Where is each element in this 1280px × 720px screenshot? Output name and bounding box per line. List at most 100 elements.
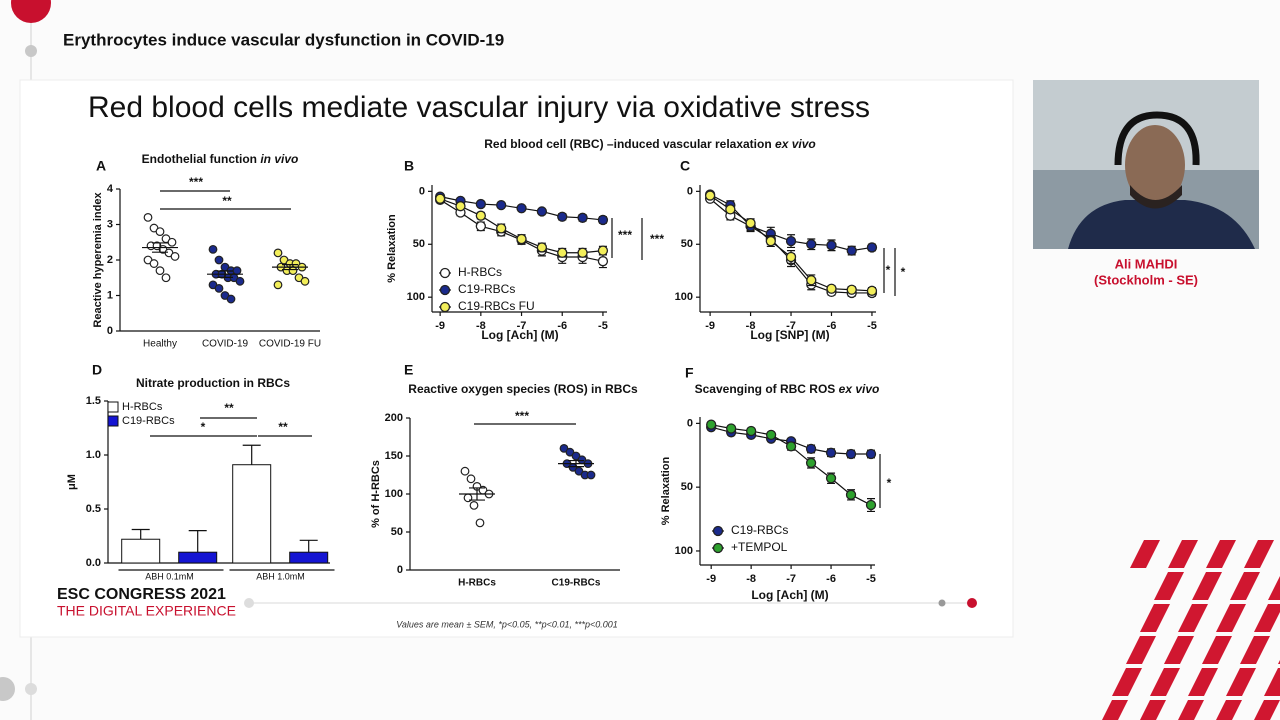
x-tick-label: -9 <box>435 320 445 332</box>
deco-shape <box>1192 572 1222 600</box>
significance: * <box>887 476 892 490</box>
legend-marker <box>439 284 451 296</box>
data-point <box>536 242 548 253</box>
deco-shape <box>1240 636 1270 664</box>
y-tick-label: 100 <box>675 291 693 303</box>
y-tick-label: 100 <box>675 545 693 557</box>
data-point <box>149 259 159 268</box>
data-point <box>806 275 817 286</box>
significance: ** <box>222 194 232 208</box>
bar <box>232 464 272 564</box>
deco-shape <box>1268 576 1280 600</box>
data-point <box>170 252 180 261</box>
deco-shape <box>1202 636 1232 664</box>
x-tick-label: -9 <box>705 320 715 332</box>
data-point <box>825 473 837 484</box>
y-axis-label: Reactive hyperemia index <box>92 192 104 328</box>
x-tick-label: C19-RBCs <box>552 578 601 589</box>
data-point <box>586 470 596 480</box>
data-point <box>865 499 877 511</box>
section-title-em: ex vivo <box>775 137 816 151</box>
data-point <box>155 266 165 276</box>
chart-title-text: Nitrate production in RBCs <box>136 376 290 390</box>
deco-shape <box>1178 700 1204 720</box>
data-point <box>805 457 817 469</box>
deco-shape <box>1164 636 1194 664</box>
sem-bar <box>217 270 233 278</box>
x-tick-label: H-RBCs <box>458 578 496 589</box>
data-point <box>469 501 479 510</box>
x-tick-label: -8 <box>746 573 756 585</box>
data-point <box>155 227 165 237</box>
data-point <box>214 284 224 293</box>
deco-shape <box>1230 572 1260 600</box>
data-point <box>765 235 776 247</box>
x-tick-label: -7 <box>786 320 796 332</box>
legend-label: C19-RBCs FU <box>458 299 535 313</box>
x-tick-label: Healthy <box>143 339 177 350</box>
data-point <box>706 419 717 430</box>
deco-shape <box>1254 604 1280 632</box>
data-point <box>475 210 486 221</box>
data-point <box>785 251 797 263</box>
y-tick-label: 1.0 <box>86 449 101 461</box>
logo-line2: THE DIGITAL EXPERIENCE <box>57 603 236 619</box>
bar <box>178 551 218 564</box>
x-axis-label: Log [Ach] (M) <box>481 328 558 342</box>
data-point <box>785 235 797 247</box>
chart-title: Scavenging of RBC ROS ex vivo <box>695 382 880 396</box>
deco-shape <box>1254 700 1280 720</box>
y-tick-label: 200 <box>385 412 403 424</box>
panel-letter: A <box>96 158 106 174</box>
nav-dot <box>25 45 37 57</box>
deco-shape <box>1244 540 1274 568</box>
data-point <box>214 255 224 265</box>
deco-shape <box>1206 540 1236 568</box>
y-tick-label: 0 <box>397 564 403 576</box>
data-point <box>597 256 609 267</box>
decoration <box>1102 540 1280 720</box>
deco-shape <box>1140 604 1170 632</box>
speaker-location: (Stockholm - SE) <box>1094 272 1198 287</box>
chart-title: Endothelial function in vivo <box>142 152 299 166</box>
chart-title-em: ex vivo <box>839 382 880 396</box>
data-point <box>460 466 470 476</box>
section-title: Red blood cell (RBC) –induced vascular r… <box>484 137 815 151</box>
sem-bar <box>469 487 485 501</box>
error-bar <box>188 530 207 553</box>
y-tick-label: 100 <box>407 291 425 303</box>
legend-label: H-RBCs <box>458 265 502 279</box>
data-point <box>866 285 878 296</box>
chart-title: Reactive oxygen species (ROS) in RBCs <box>408 382 638 396</box>
x-tick-label: ABH 1.0mM <box>256 571 305 581</box>
slide <box>19 79 1014 638</box>
data-point <box>725 204 736 215</box>
x-tick-label: -7 <box>517 320 527 332</box>
deco-shape <box>1130 540 1160 568</box>
chart-title-em: in vivo <box>260 152 298 166</box>
sem-bar <box>282 264 298 271</box>
chart-title-text: Endothelial function <box>142 152 257 166</box>
y-tick-label: 100 <box>385 488 403 500</box>
data-point <box>167 237 177 247</box>
significance: *** <box>618 228 632 242</box>
y-tick-label: 1.5 <box>86 395 101 407</box>
data-point <box>161 273 171 283</box>
progress-start <box>244 598 254 608</box>
progress-end <box>967 598 977 608</box>
data-point <box>597 214 609 226</box>
y-tick-label: 3 <box>107 218 113 230</box>
data-point <box>745 425 757 437</box>
x-tick-label: -6 <box>827 320 837 332</box>
significance: ** <box>278 420 288 434</box>
bar <box>121 538 161 564</box>
y-axis-label: % Relaxation <box>386 214 398 283</box>
data-point <box>805 443 817 455</box>
x-tick-label: ABH 0.1mM <box>145 571 194 581</box>
data-point <box>232 266 242 276</box>
y-axis-label: % of H-RBCs <box>370 460 382 528</box>
y-tick-label: 0 <box>687 417 693 429</box>
x-tick-label: -9 <box>706 573 716 585</box>
data-point <box>865 448 877 460</box>
data-point <box>516 233 527 245</box>
